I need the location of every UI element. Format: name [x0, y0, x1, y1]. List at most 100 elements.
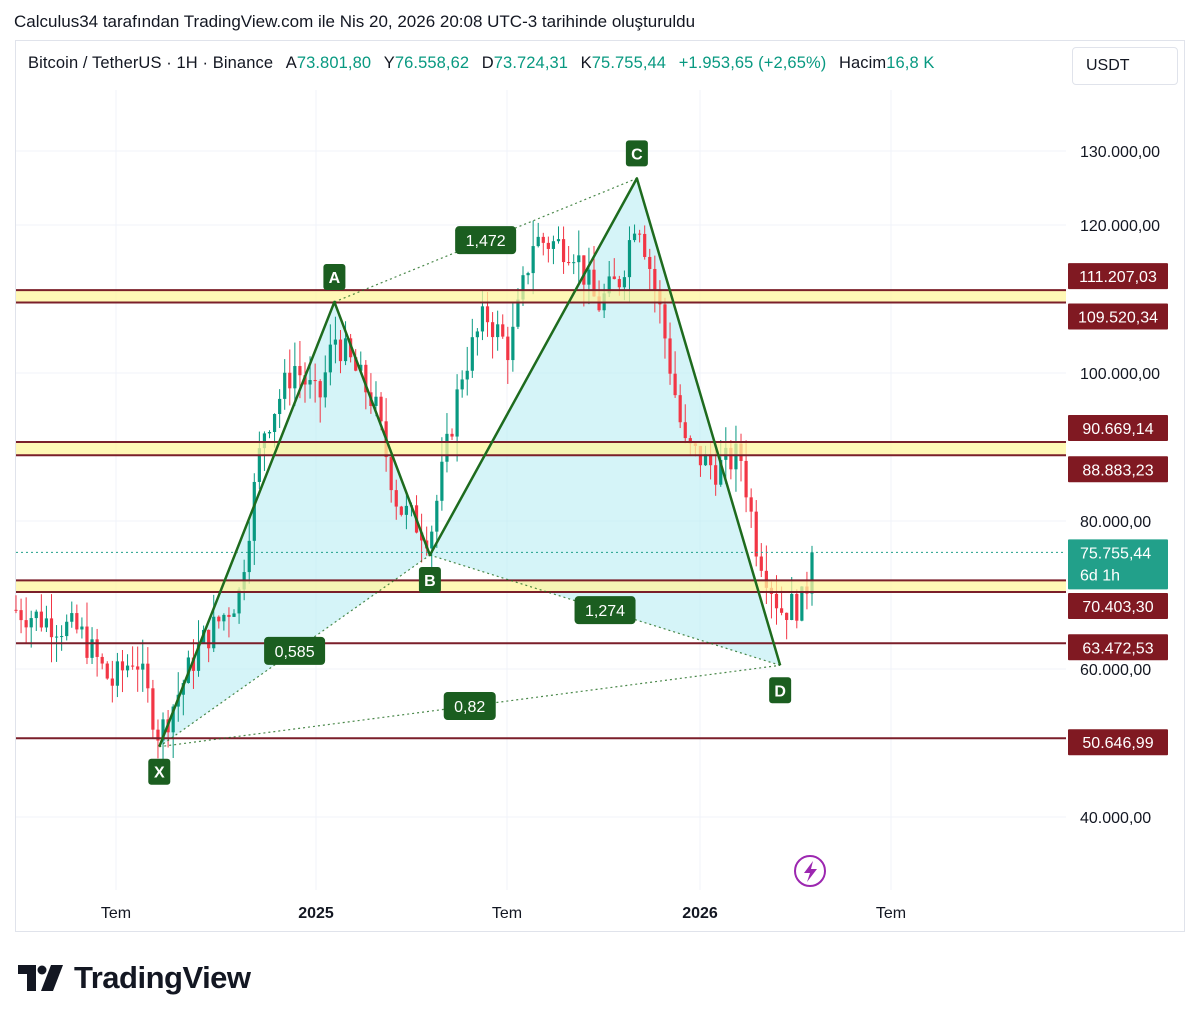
- candle-up: [607, 276, 611, 294]
- sr-zone: [16, 290, 1066, 303]
- candle-up: [272, 414, 277, 432]
- candle-down: [759, 556, 763, 571]
- zone-bottom-price-tag: 70.403,30: [1082, 599, 1153, 616]
- candle-down: [668, 338, 672, 374]
- candle-down: [567, 262, 571, 264]
- candle-up: [60, 636, 64, 638]
- candle-up: [511, 326, 515, 361]
- candle-down: [136, 666, 140, 670]
- candle-up: [278, 398, 282, 415]
- candle-up: [435, 500, 439, 532]
- close-value: 75.755,44: [591, 54, 667, 72]
- candle-up: [44, 618, 49, 628]
- candle-down: [399, 506, 403, 515]
- candle-up: [440, 461, 444, 501]
- candle-down: [546, 242, 550, 249]
- volume-label: Hacim: [838, 54, 887, 72]
- candle-down: [14, 609, 18, 611]
- candle-down: [131, 665, 135, 667]
- candle-up: [359, 364, 363, 371]
- candle-down: [678, 395, 682, 423]
- candle-down: [779, 608, 784, 613]
- tradingview-logo[interactable]: TradingView: [18, 960, 251, 996]
- x-tick-label: Tem: [876, 905, 906, 922]
- candle-up: [587, 269, 591, 285]
- low-value: 73.724,31: [493, 54, 569, 72]
- ratio-label: 1,274: [585, 603, 625, 620]
- chart-caption: Calculus34 tarafından TradingView.com il…: [14, 12, 696, 31]
- candle-down: [338, 339, 343, 362]
- candle-up: [54, 636, 59, 638]
- candle-up: [531, 246, 535, 274]
- ratio-label-box: [455, 226, 517, 255]
- y-tick-label: 130.000,00: [1080, 144, 1160, 161]
- candle-up: [247, 540, 251, 573]
- x-tick-label: 2026: [682, 905, 718, 922]
- candle-up: [800, 586, 804, 621]
- zone-top-price-tag: 111.207,03: [1079, 269, 1157, 286]
- candle-up: [703, 454, 708, 466]
- zone-top-price-tag-box: [1068, 263, 1168, 290]
- currency-button[interactable]: USDT: [1072, 47, 1178, 85]
- candle-down: [354, 357, 358, 371]
- candle-down: [795, 593, 799, 621]
- ratio-label: 0,82: [454, 699, 485, 716]
- candle-down: [110, 678, 114, 686]
- candle-up: [460, 379, 464, 390]
- candle-up: [430, 531, 434, 549]
- candle-down: [100, 656, 104, 664]
- candle-up: [496, 324, 500, 338]
- pattern-point-label: A: [329, 270, 341, 287]
- pattern-point-box: [418, 567, 441, 594]
- current-price-label: 75.755,44: [1080, 545, 1151, 562]
- candle-up: [790, 593, 794, 620]
- candle-down: [764, 570, 768, 588]
- pattern-point-label: B: [424, 573, 436, 590]
- price-chart[interactable]: 40.000,00 60.000,00 80.000,00 100.000,00 120…: [0, 0, 1200, 940]
- x-tick-label: Tem: [101, 905, 131, 922]
- candle-up: [65, 621, 69, 637]
- candle-down: [561, 239, 566, 263]
- pattern-point-box: [148, 758, 171, 785]
- pattern-ratio-line: [429, 554, 781, 666]
- candle-up: [556, 239, 561, 242]
- candle-down: [85, 626, 89, 658]
- brand-wordmark: TradingView: [74, 960, 251, 995]
- candle-up: [328, 344, 332, 373]
- candle-down: [673, 373, 677, 396]
- volume-value: 16,8 K: [886, 54, 935, 72]
- candle-down: [364, 364, 368, 393]
- candle-up: [283, 372, 287, 399]
- candle-down: [683, 422, 687, 439]
- candle-up: [222, 614, 226, 622]
- y-tick-label: 80.000,00: [1080, 514, 1151, 531]
- candle-up: [404, 505, 408, 515]
- zone-top-price-tag-box: [1068, 415, 1168, 442]
- y-tick-label: 40.000,00: [1080, 810, 1151, 827]
- tradingview-logo-icon: [18, 965, 63, 991]
- ratio-label-box: [574, 596, 636, 625]
- high-label: Y: [383, 54, 395, 72]
- pattern-xab-fill: [159, 301, 430, 747]
- flash-icon[interactable]: [794, 855, 826, 887]
- candle-up: [455, 389, 459, 437]
- candle-up: [627, 240, 632, 278]
- candle-up: [212, 616, 216, 649]
- candle-down: [298, 366, 302, 376]
- candle-down: [744, 460, 748, 498]
- candle-up: [810, 552, 814, 594]
- ratio-label: 1,472: [466, 233, 506, 250]
- candle-up: [333, 339, 338, 345]
- candle-up: [323, 372, 327, 398]
- candle-down: [39, 611, 43, 628]
- candle-up: [521, 275, 525, 300]
- zone-bottom-price-tag-box: [1068, 456, 1168, 483]
- candle-up: [343, 338, 348, 362]
- candle-up: [551, 241, 556, 249]
- candle-down: [19, 610, 23, 621]
- candle-down: [648, 256, 652, 269]
- candle-up: [262, 433, 267, 449]
- symbol-name[interactable]: Bitcoin / TetherUS · 1H · Binance: [28, 54, 274, 72]
- zone-bottom-price-tag: 109.520,34: [1078, 310, 1158, 327]
- candle-down: [663, 304, 667, 339]
